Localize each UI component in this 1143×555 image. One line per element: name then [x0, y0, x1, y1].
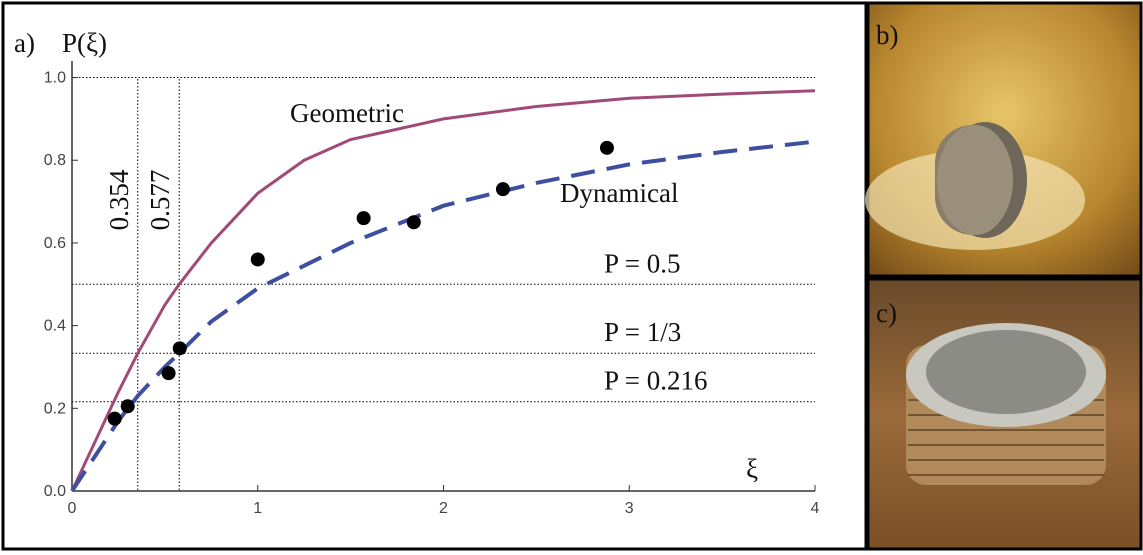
reference-label: 0.354: [104, 169, 134, 230]
data-point: [161, 366, 176, 381]
photo-c: [866, 277, 1143, 551]
y-tick-label: 1.0: [44, 70, 66, 87]
panel-label: a): [14, 28, 35, 58]
reference-label: P = 1/3: [604, 317, 681, 347]
series-line: [70, 139, 816, 493]
series-label: Geometric: [290, 98, 404, 128]
x-tick-label: 3: [625, 500, 634, 517]
data-point: [406, 215, 421, 230]
y-tick-label: 0.0: [44, 483, 66, 500]
y-axis-label: P(ξ): [62, 28, 107, 58]
series-label: Dynamical: [560, 178, 678, 208]
y-tick-label: 0.4: [44, 318, 66, 335]
x-tick-label: 2: [439, 500, 448, 517]
photo-b: [865, 1, 1143, 278]
panel-label: c): [876, 298, 897, 328]
data-point: [250, 252, 265, 267]
data-point: [495, 182, 510, 197]
y-tick-label: 0.6: [44, 235, 66, 252]
reference-label: P = 0.216: [604, 366, 708, 396]
x-axis-label: ξ: [746, 454, 758, 484]
reference-label: 0.577: [145, 170, 175, 231]
panel-a-frame: [1, 1, 868, 551]
series-line: [70, 89, 816, 492]
reference-label: P = 0.5: [604, 248, 681, 278]
data-point: [172, 341, 187, 356]
x-tick-label: 0: [68, 500, 77, 517]
x-tick-label: 1: [253, 500, 262, 517]
data-point: [120, 399, 135, 414]
data-point: [356, 211, 371, 226]
y-tick-label: 0.8: [44, 152, 66, 169]
x-tick-label: 4: [811, 500, 820, 517]
panel-label: b): [876, 20, 899, 50]
data-point: [107, 411, 122, 426]
y-tick-label: 0.2: [44, 400, 66, 417]
data-point: [599, 140, 614, 155]
